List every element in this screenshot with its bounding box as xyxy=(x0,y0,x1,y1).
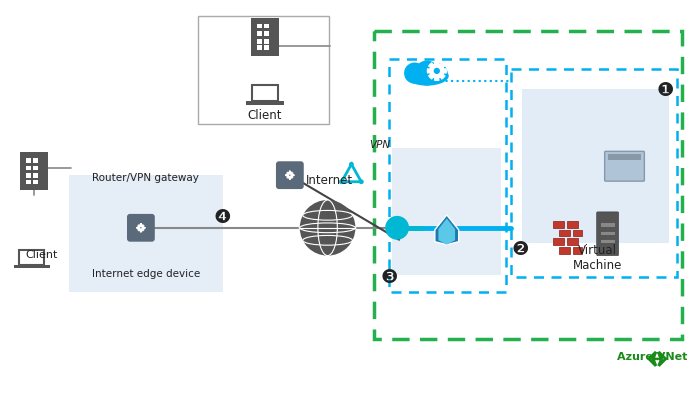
Text: Router/VPN gateway: Router/VPN gateway xyxy=(91,173,199,183)
Bar xyxy=(573,229,582,236)
Bar xyxy=(257,24,262,28)
Bar xyxy=(26,173,31,178)
Text: Client: Client xyxy=(25,250,58,260)
Bar xyxy=(33,180,38,184)
Bar xyxy=(559,229,570,236)
Polygon shape xyxy=(435,215,459,245)
Circle shape xyxy=(404,63,425,84)
Text: ❹: ❹ xyxy=(213,208,231,227)
Bar xyxy=(33,173,38,178)
FancyBboxPatch shape xyxy=(252,85,278,101)
Bar xyxy=(608,154,641,160)
Circle shape xyxy=(434,68,440,74)
FancyBboxPatch shape xyxy=(246,101,284,105)
Bar xyxy=(26,180,31,184)
Bar xyxy=(559,247,570,254)
Circle shape xyxy=(359,179,364,184)
Bar xyxy=(264,32,269,36)
Circle shape xyxy=(300,200,355,256)
Text: Virtual
Machine: Virtual Machine xyxy=(573,244,622,272)
Bar xyxy=(553,238,564,245)
FancyBboxPatch shape xyxy=(19,250,44,265)
Bar xyxy=(374,31,682,339)
Bar xyxy=(257,39,262,43)
Bar xyxy=(264,39,269,43)
Text: ❸: ❸ xyxy=(381,268,398,287)
Bar xyxy=(601,223,615,227)
Circle shape xyxy=(654,358,657,360)
Bar xyxy=(20,152,47,190)
Text: ❶: ❶ xyxy=(657,81,674,100)
FancyBboxPatch shape xyxy=(276,161,304,189)
Polygon shape xyxy=(427,61,446,80)
Bar xyxy=(601,240,615,243)
FancyBboxPatch shape xyxy=(70,175,223,292)
Bar xyxy=(33,158,38,162)
Bar xyxy=(251,18,279,56)
Circle shape xyxy=(385,216,409,240)
Bar xyxy=(264,24,269,28)
Bar xyxy=(567,221,578,227)
Ellipse shape xyxy=(405,66,449,86)
Circle shape xyxy=(428,63,447,83)
Text: Internet: Internet xyxy=(306,174,353,187)
Bar xyxy=(26,166,31,170)
Circle shape xyxy=(415,61,439,86)
Bar xyxy=(26,158,31,162)
Bar xyxy=(567,238,578,245)
Polygon shape xyxy=(438,219,455,245)
Bar xyxy=(553,221,564,227)
Bar xyxy=(33,166,38,170)
FancyBboxPatch shape xyxy=(127,214,155,242)
Circle shape xyxy=(349,162,354,167)
Text: Internet edge device: Internet edge device xyxy=(92,269,200,279)
Circle shape xyxy=(658,358,661,360)
Text: Client: Client xyxy=(247,109,282,122)
FancyBboxPatch shape xyxy=(14,265,49,268)
FancyBboxPatch shape xyxy=(522,89,669,243)
Bar xyxy=(601,232,615,235)
FancyBboxPatch shape xyxy=(197,16,328,124)
Text: Azure VNet: Azure VNet xyxy=(617,352,687,362)
Circle shape xyxy=(339,179,344,184)
Circle shape xyxy=(656,358,659,360)
Bar xyxy=(257,45,262,50)
Bar xyxy=(264,45,269,50)
Text: ❷: ❷ xyxy=(512,240,529,259)
FancyBboxPatch shape xyxy=(392,148,501,275)
Bar xyxy=(573,247,582,254)
Bar xyxy=(389,59,506,292)
Bar xyxy=(257,32,262,36)
FancyBboxPatch shape xyxy=(597,212,618,256)
Bar xyxy=(512,69,677,277)
FancyBboxPatch shape xyxy=(605,151,644,181)
Text: VPN: VPN xyxy=(369,140,390,150)
